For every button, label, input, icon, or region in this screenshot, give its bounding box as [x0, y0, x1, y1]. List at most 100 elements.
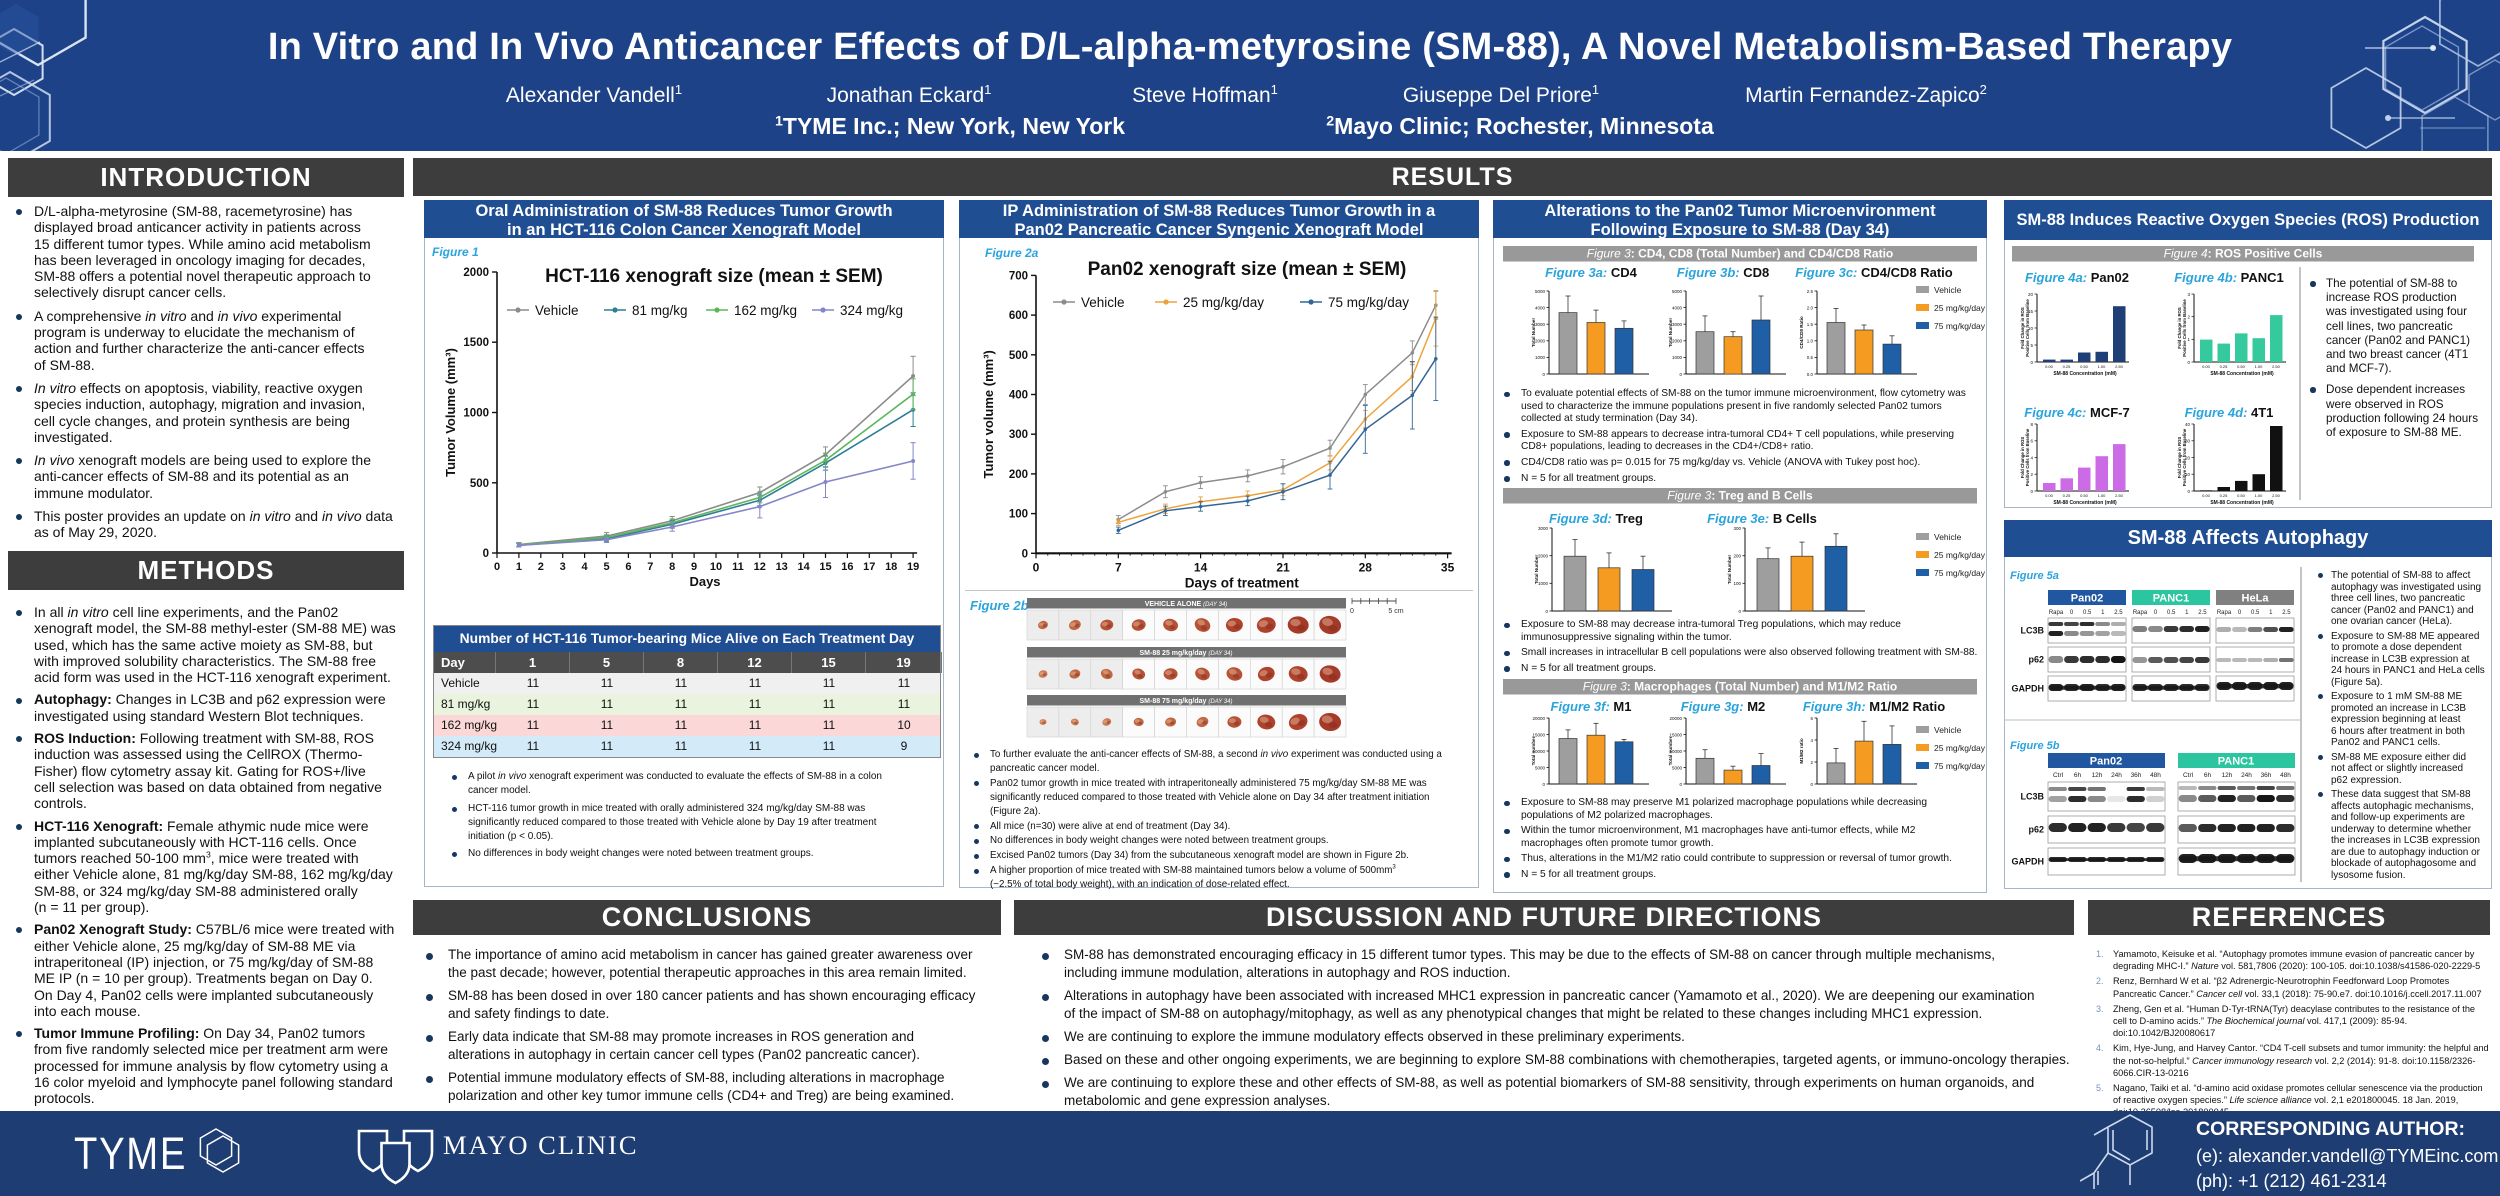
svg-text:5: 5 — [2030, 343, 2033, 348]
svg-text:21: 21 — [1276, 560, 1290, 574]
svg-text:0.00: 0.00 — [2045, 364, 2054, 369]
svg-text:500: 500 — [470, 478, 489, 490]
svg-text:5: 5 — [603, 561, 609, 573]
svg-text:Positive Cells from Baseline: Positive Cells from Baseline — [2182, 299, 2187, 357]
svg-text:1.00: 1.00 — [2255, 364, 2264, 369]
svg-text:Total number: Total number — [1531, 736, 1536, 765]
svg-text:13: 13 — [776, 561, 788, 573]
svg-text:Vehicle: Vehicle — [1081, 295, 1125, 310]
svg-text:Pan02: Pan02 — [2071, 593, 2103, 605]
svg-text:36h: 36h — [2131, 772, 2142, 779]
svg-text:0.5: 0.5 — [2251, 610, 2260, 616]
svg-text:PANC1: PANC1 — [2218, 756, 2254, 768]
svg-text:3000: 3000 — [1535, 322, 1546, 327]
svg-text:1.00: 1.00 — [2098, 364, 2107, 369]
svg-text:0: 0 — [1679, 782, 1682, 787]
svg-text:10: 10 — [710, 561, 722, 573]
svg-text:2000: 2000 — [1538, 554, 1549, 559]
svg-text:6: 6 — [2030, 439, 2033, 444]
svg-text:Pan02 xenograft size (mean ± S: Pan02 xenograft size (mean ± SEM) — [1088, 259, 1407, 280]
svg-text:SM-88 Concentration (mM): SM-88 Concentration (mM) — [2053, 371, 2117, 377]
svg-text:0.50: 0.50 — [2237, 364, 2246, 369]
svg-text:1.5: 1.5 — [1807, 322, 1814, 327]
svg-text:300: 300 — [1009, 429, 1028, 441]
svg-text:81 mg/kg: 81 mg/kg — [632, 303, 688, 318]
svg-text:0.50: 0.50 — [2237, 493, 2246, 498]
svg-text:0: 0 — [1738, 609, 1741, 614]
svg-text:25 mg/kg/day: 25 mg/kg/day — [1934, 303, 1986, 313]
svg-text:0.5: 0.5 — [2083, 610, 2092, 616]
svg-text:Tumor volume (mm³): Tumor volume (mm³) — [981, 350, 996, 478]
svg-text:0.5: 0.5 — [2167, 610, 2176, 616]
svg-text:Total Number: Total Number — [1531, 318, 1536, 347]
svg-text:20000: 20000 — [1532, 716, 1545, 721]
svg-text:4000: 4000 — [1535, 305, 1546, 310]
svg-text:1000: 1000 — [1535, 355, 1546, 360]
svg-text:1000: 1000 — [463, 408, 489, 420]
svg-text:M1/M2 ratio: M1/M2 ratio — [1799, 738, 1804, 763]
svg-text:0: 0 — [1542, 782, 1545, 787]
svg-text:5000: 5000 — [1672, 289, 1683, 294]
svg-text:15000: 15000 — [1532, 732, 1545, 737]
svg-text:324 mg/kg: 324 mg/kg — [840, 303, 903, 318]
svg-text:Rapa: Rapa — [2133, 610, 2148, 616]
svg-text:5000: 5000 — [1672, 765, 1683, 770]
svg-text:2: 2 — [2187, 315, 2190, 320]
svg-text:75 mg/kg/day: 75 mg/kg/day — [1328, 295, 1409, 310]
svg-text:20: 20 — [2185, 455, 2191, 460]
svg-text:0: 0 — [1033, 560, 1040, 574]
svg-text:Figure 4b: PANC1: Figure 4b: PANC1 — [2174, 270, 2284, 285]
svg-text:12h: 12h — [2222, 772, 2233, 779]
svg-text:0.00: 0.00 — [2202, 364, 2211, 369]
svg-text:0: 0 — [1350, 608, 1354, 615]
svg-text:0.25: 0.25 — [2220, 364, 2229, 369]
svg-text:Figure 3: CD4, CD8 (Total Numb: Figure 3: CD4, CD8 (Total Number) and CD… — [1587, 247, 1894, 261]
svg-text:1: 1 — [2101, 610, 2105, 616]
svg-text:4: 4 — [2030, 455, 2033, 460]
svg-text:48h: 48h — [2280, 772, 2291, 779]
svg-text:2.0: 2.0 — [1807, 305, 1814, 310]
svg-text:PANC1: PANC1 — [2153, 593, 2189, 605]
svg-text:Rapa: Rapa — [2217, 610, 2232, 616]
svg-text:SM-88 75 mg/kg/day (DAY 34): SM-88 75 mg/kg/day (DAY 34) — [1140, 698, 1233, 705]
svg-text:2: 2 — [538, 561, 544, 573]
svg-text:Total number: Total number — [1668, 736, 1673, 765]
svg-text:Fold Change in ROS: Fold Change in ROS — [2177, 307, 2182, 349]
svg-text:4: 4 — [582, 561, 589, 573]
svg-text:2000: 2000 — [1535, 339, 1546, 344]
svg-text:0: 0 — [1545, 609, 1548, 614]
svg-text:SM-88 Concentration (mM): SM-88 Concentration (mM) — [2210, 371, 2274, 377]
svg-text:0: 0 — [1022, 548, 1028, 560]
svg-text:Vehicle: Vehicle — [1934, 725, 1962, 735]
svg-text:Tumor Volume (mm³): Tumor Volume (mm³) — [443, 348, 458, 477]
svg-text:Fold Change in ROS: Fold Change in ROS — [2020, 437, 2025, 479]
svg-text:2.50: 2.50 — [2272, 493, 2281, 498]
svg-text:p62: p62 — [2028, 655, 2044, 665]
svg-text:Vehicle: Vehicle — [1934, 285, 1962, 295]
svg-text:0.25: 0.25 — [2063, 493, 2072, 498]
svg-text:2: 2 — [1810, 760, 1813, 765]
svg-text:5000: 5000 — [1535, 289, 1546, 294]
svg-text:Vehicle: Vehicle — [1934, 532, 1962, 542]
svg-text:Positive Cells from Baseline: Positive Cells from Baseline — [2025, 299, 2030, 357]
svg-text:7: 7 — [1115, 560, 1122, 574]
svg-text:Fold Change in ROS: Fold Change in ROS — [2020, 307, 2025, 349]
svg-text:Total Number: Total Number — [1668, 318, 1673, 347]
svg-text:3000: 3000 — [1538, 526, 1549, 531]
svg-text:1: 1 — [2185, 610, 2189, 616]
svg-text:25 mg/kg/day: 25 mg/kg/day — [1934, 743, 1986, 753]
svg-text:1.00: 1.00 — [2098, 493, 2107, 498]
svg-text:6: 6 — [625, 561, 631, 573]
svg-text:Figure 3b: CD8: Figure 3b: CD8 — [1677, 265, 1769, 280]
svg-text:75 mg/kg/day: 75 mg/kg/day — [1934, 761, 1986, 771]
svg-text:Total Number: Total Number — [1534, 555, 1539, 584]
svg-text:10: 10 — [2028, 326, 2034, 331]
svg-text:19: 19 — [907, 561, 919, 573]
svg-text:2.5: 2.5 — [2198, 610, 2207, 616]
svg-text:0.00: 0.00 — [2045, 493, 2054, 498]
svg-text:2.5: 2.5 — [1807, 289, 1814, 294]
svg-text:Figure 3c: CD4/CD8 Ratio: Figure 3c: CD4/CD8 Ratio — [1795, 265, 1953, 280]
svg-text:2.5: 2.5 — [2282, 610, 2291, 616]
svg-text:8: 8 — [2030, 422, 2033, 427]
svg-text:0: 0 — [2154, 610, 2158, 616]
